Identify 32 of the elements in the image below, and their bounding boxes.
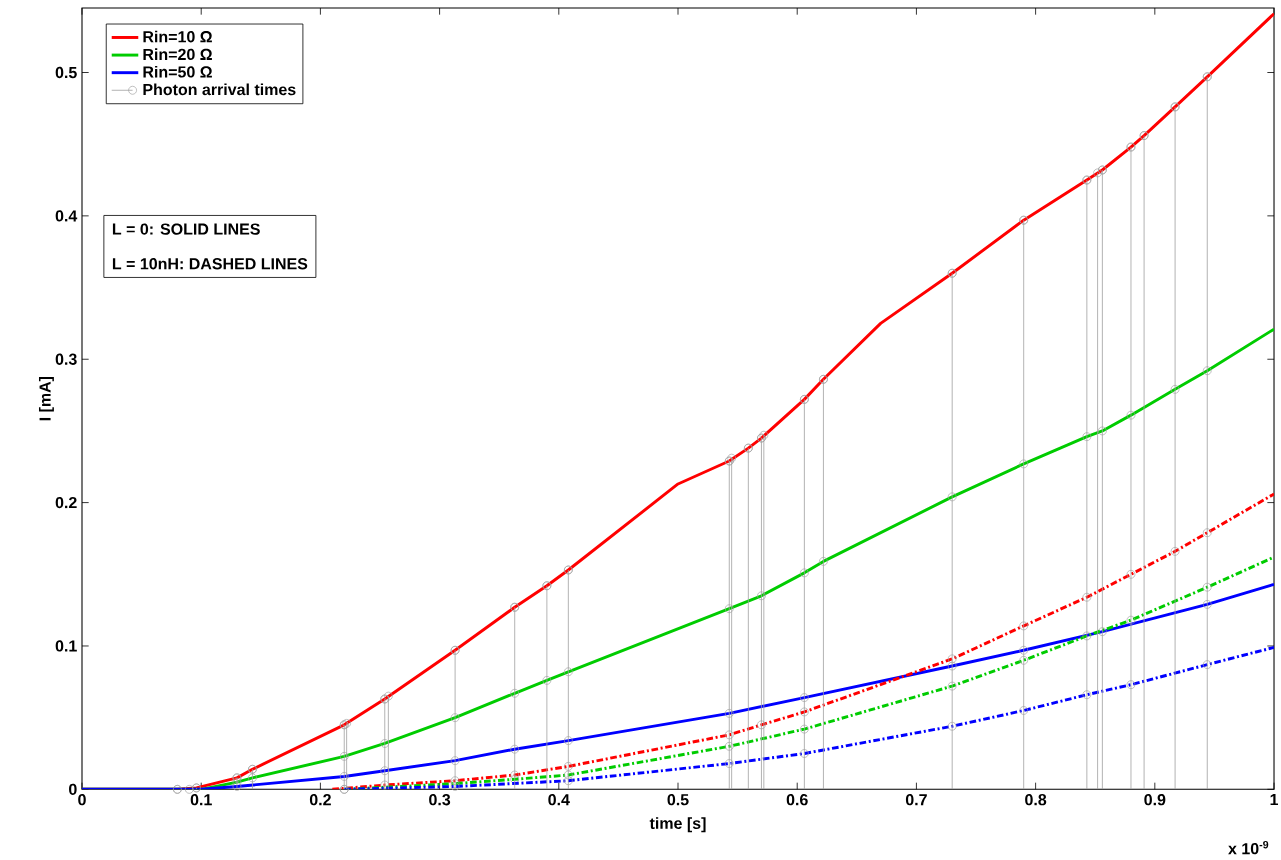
x-tick-label: 0.5 <box>667 794 689 806</box>
line-series <box>82 582 1275 791</box>
x-tick-label: 0.9 <box>1144 794 1166 806</box>
y-tick-label: 0 <box>69 783 77 795</box>
point <box>759 430 769 440</box>
annotation: L = 10nH: DASHED LINES <box>112 258 308 270</box>
x-tick-label: 0.7 <box>905 794 927 806</box>
legend-label: Rin=20 Ω <box>143 48 212 61</box>
x-tick-label: 0.4 <box>548 794 570 806</box>
y-tick-label: 0.2 <box>55 496 77 509</box>
x-tick-label: 0.2 <box>309 794 331 806</box>
x-tick-label: 1 <box>1270 794 1279 806</box>
line-series <box>330 492 1275 790</box>
y-tick-label: 0.3 <box>55 353 77 365</box>
x-tick-label: 0.8 <box>1025 794 1047 806</box>
legend-label: Rin=50 Ω <box>143 65 212 78</box>
x-tick-label: 0 <box>78 794 86 806</box>
point <box>184 785 194 794</box>
legend-label: Photon arrival times <box>143 83 296 96</box>
x-tick-label: 0.3 <box>429 794 451 806</box>
point <box>1093 168 1102 178</box>
x-tick-label: 0.6 <box>786 794 808 806</box>
legend-label: Rin=10 Ω <box>143 30 212 43</box>
x-axis-title: time [s] <box>649 817 706 833</box>
x-tick-label: 0.1 <box>190 794 212 806</box>
y-tick-label: 0.5 <box>55 66 77 79</box>
y-tick-label: 0.1 <box>55 640 77 652</box>
y-axis-title: I [mA] <box>38 376 54 421</box>
annotation: L = 0: SOLID LINES <box>112 223 260 235</box>
text: x 10$^{-9}$ <box>1228 840 1269 855</box>
point <box>384 691 393 701</box>
y-tick-label: 0.4 <box>55 210 78 222</box>
